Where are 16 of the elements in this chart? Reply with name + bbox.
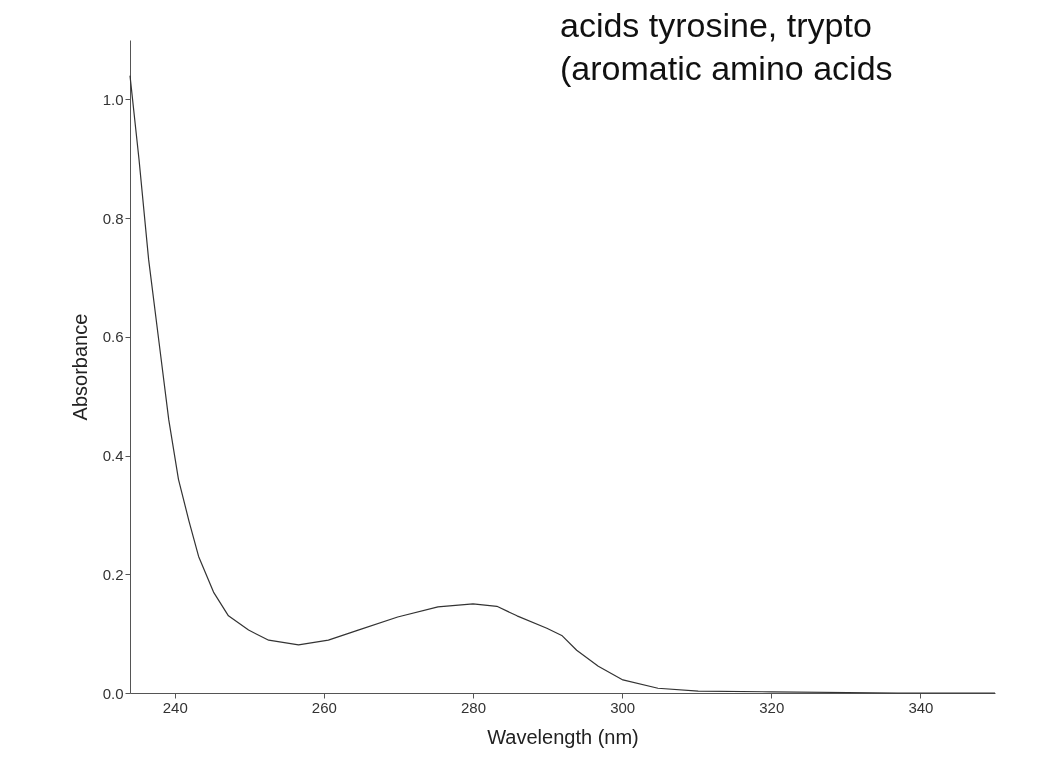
y-tick-label: 0.0 <box>102 684 124 702</box>
x-tick-label: 320 <box>759 698 785 716</box>
y-tick-label: 0.4 <box>102 447 124 465</box>
x-tick-label: 280 <box>461 698 487 716</box>
y-tick-label: 1.0 <box>102 90 124 108</box>
y-tick-label: 0.8 <box>102 209 124 227</box>
x-tick-label: 300 <box>610 698 636 716</box>
y-axis-title: Absorbance <box>68 313 91 421</box>
x-tick-label: 260 <box>311 698 337 716</box>
annotation: (aromatic amino acids <box>560 47 893 89</box>
y-tick-label: 0.6 <box>102 328 124 346</box>
x-tick-label: 240 <box>162 698 188 716</box>
annotation: acids tyrosine, trypto <box>560 5 873 46</box>
x-axis-title: Wavelength (nm) <box>487 725 639 748</box>
y-tick-label: 0.2 <box>102 565 124 583</box>
x-tick-label: 340 <box>908 698 934 716</box>
